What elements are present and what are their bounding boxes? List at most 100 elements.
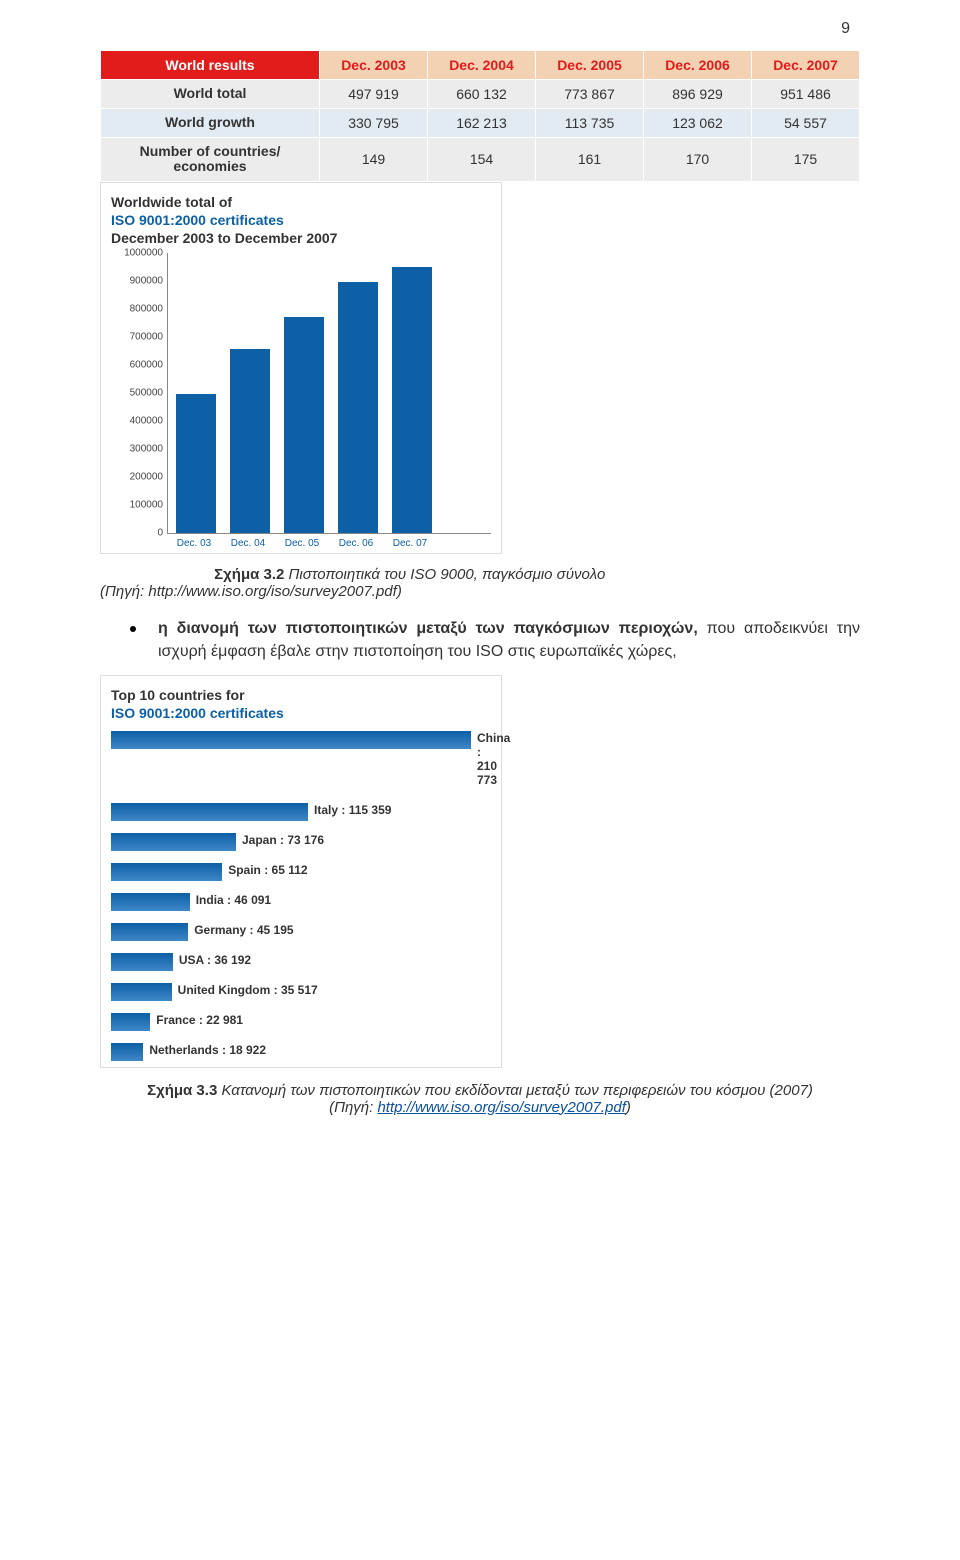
- figure-3-2-caption: Σχήμα 3.2 Πιστοποιητικά του ISO 9000, πα…: [100, 566, 860, 600]
- x-tick-label: Dec. 06: [329, 538, 383, 549]
- top10-bar: [111, 893, 190, 911]
- top10-bar: [111, 923, 188, 941]
- table-cell: 896 929: [644, 80, 752, 109]
- table-cell: 170: [644, 138, 752, 182]
- y-tick-label: 600000: [130, 360, 163, 371]
- table-cell: 175: [752, 138, 860, 182]
- chart-bar: [284, 317, 324, 534]
- table-cell: 161: [536, 138, 644, 182]
- page-number: 9: [841, 20, 850, 38]
- top10-title: Top 10 countries for ISO 9001:2000 certi…: [111, 686, 491, 722]
- bullet-text: η διανομή των πιστοποιητικών μεταξύ των …: [158, 618, 860, 663]
- top10-label: Netherlands : 18 922: [149, 1043, 491, 1057]
- worldwide-total-chart: Worldwide total of ISO 9001:2000 certifi…: [100, 182, 502, 555]
- table-col-header: Dec. 2007: [752, 51, 860, 80]
- top10-row: India : 46 091: [111, 893, 491, 907]
- table-cell: 123 062: [644, 109, 752, 138]
- table-row-label: World growth: [101, 109, 320, 138]
- top10-label: United Kingdom : 35 517: [178, 983, 491, 997]
- chart-title: Worldwide total of ISO 9001:2000 certifi…: [111, 193, 491, 248]
- chart-bar: [230, 349, 270, 534]
- top10-row: United Kingdom : 35 517: [111, 983, 491, 997]
- table-cell: 660 132: [428, 80, 536, 109]
- top10-label: USA : 36 192: [179, 953, 491, 967]
- table-row: World total497 919660 132773 867896 9299…: [101, 80, 860, 109]
- world-results-table: World results Dec. 2003 Dec. 2004 Dec. 2…: [100, 50, 860, 182]
- top10-row: Italy : 115 359: [111, 803, 491, 817]
- y-tick-label: 800000: [130, 304, 163, 315]
- x-tick-label: Dec. 04: [221, 538, 275, 549]
- top10-label: France : 22 981: [156, 1013, 491, 1027]
- top10-row: Germany : 45 195: [111, 923, 491, 937]
- table-cell: 330 795: [320, 109, 428, 138]
- fig33-source-post: ): [626, 1099, 631, 1116]
- top10-row: Japan : 73 176: [111, 833, 491, 847]
- bullet-item: η διανομή των πιστοποιητικών μεταξύ των …: [130, 618, 860, 663]
- table-cell: 497 919: [320, 80, 428, 109]
- top10-bar: [111, 1043, 143, 1061]
- y-tick-label: 400000: [130, 416, 163, 427]
- top10-label: Spain : 65 112: [228, 863, 491, 877]
- top10-bar: [111, 833, 236, 851]
- table-cell: 113 735: [536, 109, 644, 138]
- top10-bar: [111, 983, 172, 1001]
- y-tick-label: 500000: [130, 388, 163, 399]
- chart-x-labels: Dec. 03Dec. 04Dec. 05Dec. 06Dec. 07: [167, 538, 491, 549]
- table-cell: 162 213: [428, 109, 536, 138]
- chart-title-line2: ISO 9001:2000 certificates: [111, 212, 284, 228]
- table-header-left: World results: [101, 51, 320, 80]
- x-tick-label: Dec. 03: [167, 538, 221, 549]
- table-row-label: Number of countries/economies: [101, 138, 320, 182]
- table-row: World growth330 795162 213113 735123 062…: [101, 109, 860, 138]
- top10-countries-chart: Top 10 countries for ISO 9001:2000 certi…: [100, 675, 502, 1067]
- top10-label: Germany : 45 195: [194, 923, 491, 937]
- top10-label: China : 210 773: [477, 731, 491, 787]
- top10-row: France : 22 981: [111, 1013, 491, 1027]
- chart-y-axis: 0100000200000300000400000500000600000700…: [111, 253, 167, 533]
- top10-row: Spain : 65 112: [111, 863, 491, 877]
- table-cell: 951 486: [752, 80, 860, 109]
- chart-title-line3: December 2003 to December 2007: [111, 230, 337, 246]
- y-tick-label: 200000: [130, 472, 163, 483]
- table-row: Number of countries/economies14915416117…: [101, 138, 860, 182]
- table-cell: 54 557: [752, 109, 860, 138]
- y-tick-label: 1000000: [124, 248, 163, 259]
- top10-row: China : 210 773: [111, 731, 491, 787]
- chart-plot-area: [167, 253, 491, 534]
- table-cell: 773 867: [536, 80, 644, 109]
- bullet-dot-icon: [130, 626, 136, 632]
- chart-title-line1: Worldwide total of: [111, 194, 232, 210]
- top10-bar: [111, 803, 308, 821]
- fig32-source: (Πηγή: http://www.iso.org/iso/survey2007…: [100, 583, 402, 600]
- y-tick-label: 0: [157, 528, 163, 539]
- top10-bar: [111, 731, 471, 749]
- table-row-label: World total: [101, 80, 320, 109]
- bullet-lead: η διανομή των πιστοποιητικών μεταξύ των …: [158, 620, 698, 637]
- table-col-header: Dec. 2006: [644, 51, 752, 80]
- y-tick-label: 900000: [130, 276, 163, 287]
- fig33-text: Κατανομή των πιστοποιητικών που εκδίδοντ…: [217, 1082, 813, 1099]
- top10-bar: [111, 1013, 150, 1031]
- fig33-source-pre: (Πηγή:: [329, 1099, 377, 1116]
- top10-row: Netherlands : 18 922: [111, 1043, 491, 1057]
- figure-3-3-caption: Σχήμα 3.3 Κατανομή των πιστοποιητικών πο…: [100, 1082, 860, 1116]
- table-cell: 154: [428, 138, 536, 182]
- table-col-header: Dec. 2004: [428, 51, 536, 80]
- x-tick-label: Dec. 05: [275, 538, 329, 549]
- fig32-label: Σχήμα 3.2: [214, 566, 284, 583]
- fig33-label: Σχήμα 3.3: [147, 1082, 217, 1099]
- top10-bar: [111, 953, 173, 971]
- y-tick-label: 300000: [130, 444, 163, 455]
- table-col-header: Dec. 2005: [536, 51, 644, 80]
- table-col-header: Dec. 2003: [320, 51, 428, 80]
- fig33-source-link[interactable]: http://www.iso.org/iso/survey2007.pdf: [377, 1099, 625, 1116]
- top10-label: Japan : 73 176: [242, 833, 491, 847]
- y-tick-label: 100000: [130, 500, 163, 511]
- top10-label: India : 46 091: [196, 893, 491, 907]
- chart-bar: [176, 394, 216, 533]
- top10-title-line2: ISO 9001:2000 certificates: [111, 705, 284, 721]
- top10-bar: [111, 863, 222, 881]
- y-tick-label: 700000: [130, 332, 163, 343]
- top10-label: Italy : 115 359: [314, 803, 491, 817]
- top10-row: USA : 36 192: [111, 953, 491, 967]
